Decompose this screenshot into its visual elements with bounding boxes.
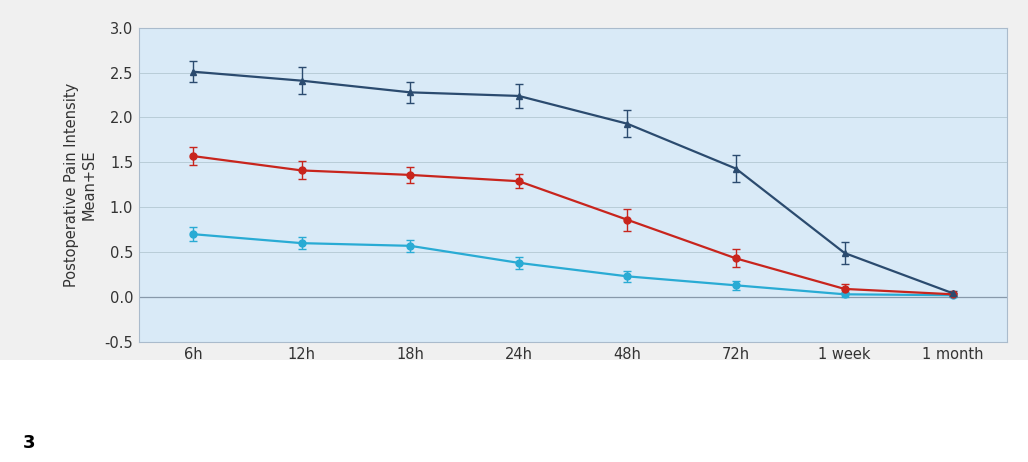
Legend: One Shape, Revo-S, WaveOne: One Shape, Revo-S, WaveOne xyxy=(377,418,769,445)
Y-axis label: Postoperative Pain Intensity
Mean+SE: Postoperative Pain Intensity Mean+SE xyxy=(64,83,97,287)
Text: 3: 3 xyxy=(23,434,35,452)
